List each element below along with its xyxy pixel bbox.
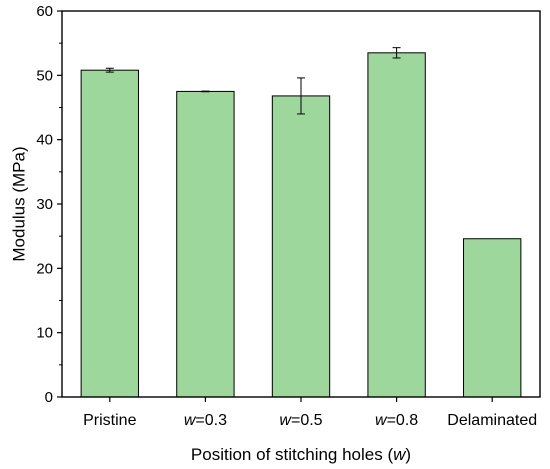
x-tick-label: w=0.5: [279, 412, 322, 429]
bar: [176, 90, 235, 398]
x-tick-label: w=0.8: [375, 412, 418, 429]
y-axis: 0 10 20 30 40 50 60: [36, 3, 62, 406]
y-tick-label: 0: [45, 389, 53, 406]
x-axis-title: Position of stitching holes (w): [191, 445, 411, 464]
y-tick-label: 10: [36, 325, 53, 342]
x-axis-title-main: Position of stitching holes (: [191, 445, 394, 464]
y-tick-label: 20: [36, 260, 53, 277]
bar: [463, 238, 522, 398]
x-tick-label: w=0.3: [184, 412, 227, 429]
y-tick-label: 50: [36, 67, 53, 84]
error-bar: [392, 47, 401, 59]
bar: [367, 52, 426, 398]
y-tick-label: 40: [36, 132, 53, 149]
x-tick-label: Pristine: [83, 412, 136, 429]
x-tick-label: Delaminated: [447, 412, 537, 429]
error-bar: [201, 90, 210, 93]
x-axis-title-end: ): [405, 445, 411, 464]
error-bar: [297, 77, 305, 115]
error-bar: [105, 67, 114, 73]
bar: [80, 69, 139, 398]
y-tick-label: 60: [36, 3, 53, 20]
bar: [271, 95, 331, 398]
x-axis: Pristine w=0.3 w=0.5 w=0.8 Delaminated: [83, 397, 537, 429]
y-axis-title: Modulus (MPa): [9, 146, 28, 261]
error-bars-layer: [105, 47, 401, 115]
x-axis-title-variable: w: [393, 445, 407, 464]
y-tick-label: 30: [36, 196, 53, 213]
